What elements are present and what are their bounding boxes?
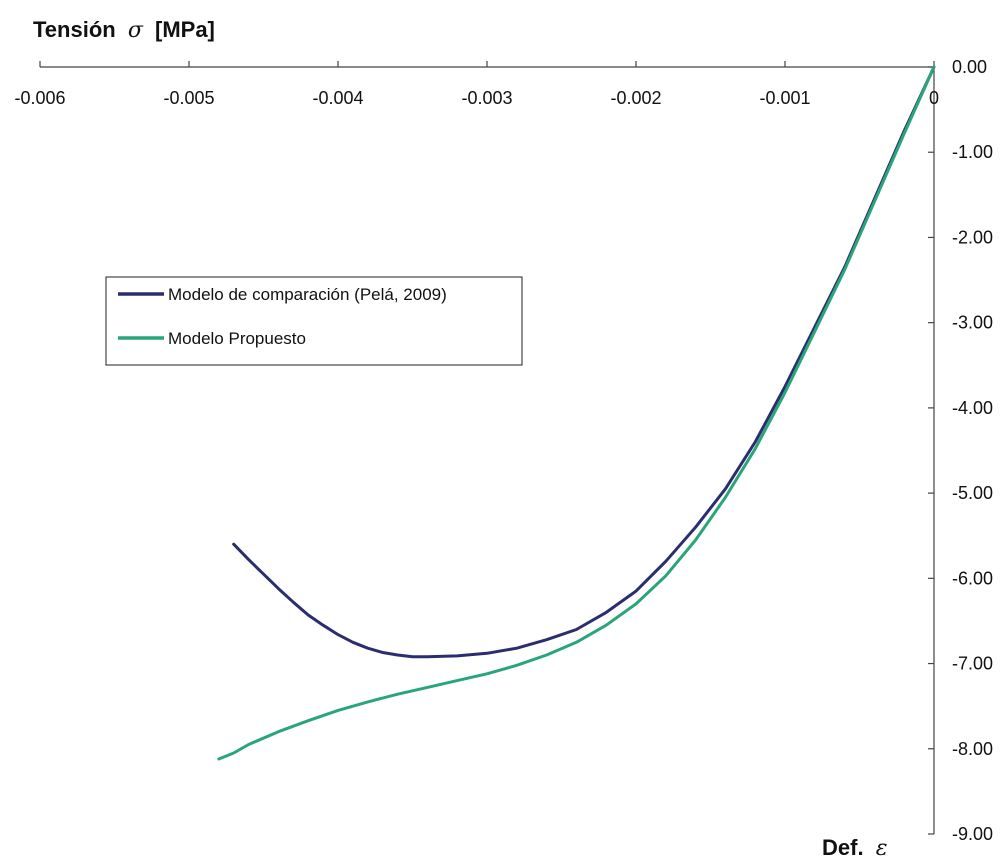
- legend-box: [105, 276, 523, 366]
- y-tick-label: -9.00: [952, 824, 993, 844]
- y-axis-title: Tensión σ [MPa]: [33, 17, 215, 43]
- y-ticks: 0.00 -1.00 -2.00 -3.00 -4.00 -5.00 -6.00 -7.00 -…: [928, 57, 993, 844]
- y-tick-label: -4.00: [952, 398, 993, 418]
- y-tick-label: -5.00: [952, 483, 993, 503]
- x-ticks: -0.006 -0.005 -0.004 -0.003 -0.002 -0.001 0: [14, 61, 939, 108]
- series-line-1: [217, 65, 936, 761]
- x-tick-label: -0.003: [461, 88, 512, 108]
- x-tick-label: -0.004: [312, 88, 363, 108]
- y-tick-label: 0.00: [952, 57, 987, 77]
- y-axis-title-text: Tensión: [33, 17, 116, 42]
- y-tick-label: -1.00: [952, 142, 993, 162]
- x-axis-title-symbol: ε: [876, 836, 888, 861]
- y-tick-label: -6.00: [952, 568, 993, 588]
- y-axis-title-symbol: σ: [128, 18, 144, 43]
- x-axis-title: Def. ε: [822, 835, 888, 861]
- y-axis-title-unit: [MPa]: [155, 17, 215, 42]
- y-tick-label: -8.00: [952, 739, 993, 759]
- y-tick-label: -7.00: [952, 654, 993, 674]
- legend-label-pela: Modelo de comparación (Pelá, 2009): [168, 285, 447, 304]
- x-tick-label: -0.005: [163, 88, 214, 108]
- y-tick-label: -2.00: [952, 227, 993, 247]
- x-tick-label: 0: [929, 88, 939, 108]
- x-tick-label: -0.001: [759, 88, 810, 108]
- legend-label-propuesto: Modelo Propuesto: [168, 329, 306, 348]
- legend: Modelo de comparación (Pelá, 2009) Model…: [105, 276, 523, 366]
- series-line-0: [232, 65, 936, 659]
- x-tick-label: -0.002: [610, 88, 661, 108]
- x-tick-label: -0.006: [14, 88, 65, 108]
- series-layer: [217, 65, 936, 761]
- x-axis-title-text: Def.: [822, 835, 864, 860]
- y-tick-label: -3.00: [952, 313, 993, 333]
